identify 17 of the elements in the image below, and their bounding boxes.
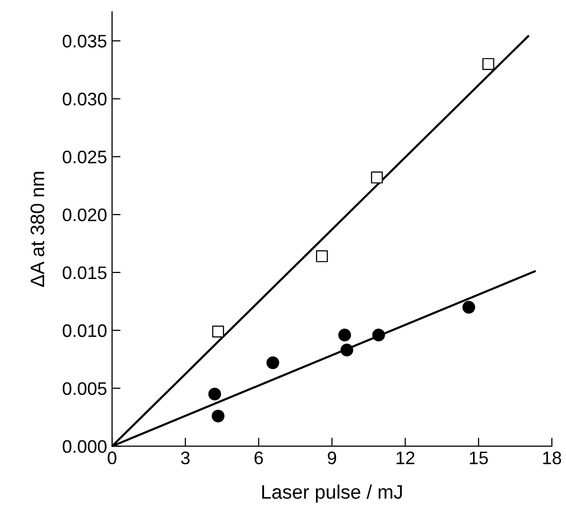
y-tick-label: 0.015 [62,266,106,280]
x-tick-label: 12 [396,452,414,464]
x-tick-label: 3 [181,452,190,464]
x-tick-label: 15 [470,452,488,464]
x-tick-label: 18 [543,452,562,464]
y-tick-label: 0.000 [62,440,107,453]
y-tick-label: 0.020 [62,208,107,222]
y-tick-label: 0.010 [62,324,107,338]
y-tick-label: 0.030 [62,92,107,106]
x-tick-label: 0 [108,452,116,464]
y-tick-label: 0.035 [62,34,106,48]
x-tick-label: 6 [254,452,263,464]
x-axis-title: Laser pulse / mJ [262,484,402,503]
x-tick-label: 9 [328,452,336,464]
y-tick-label: 0.025 [62,150,106,164]
y-axis-title: ΔA at 380 nm [30,172,44,287]
y-tick-label: 0.005 [62,382,106,395]
